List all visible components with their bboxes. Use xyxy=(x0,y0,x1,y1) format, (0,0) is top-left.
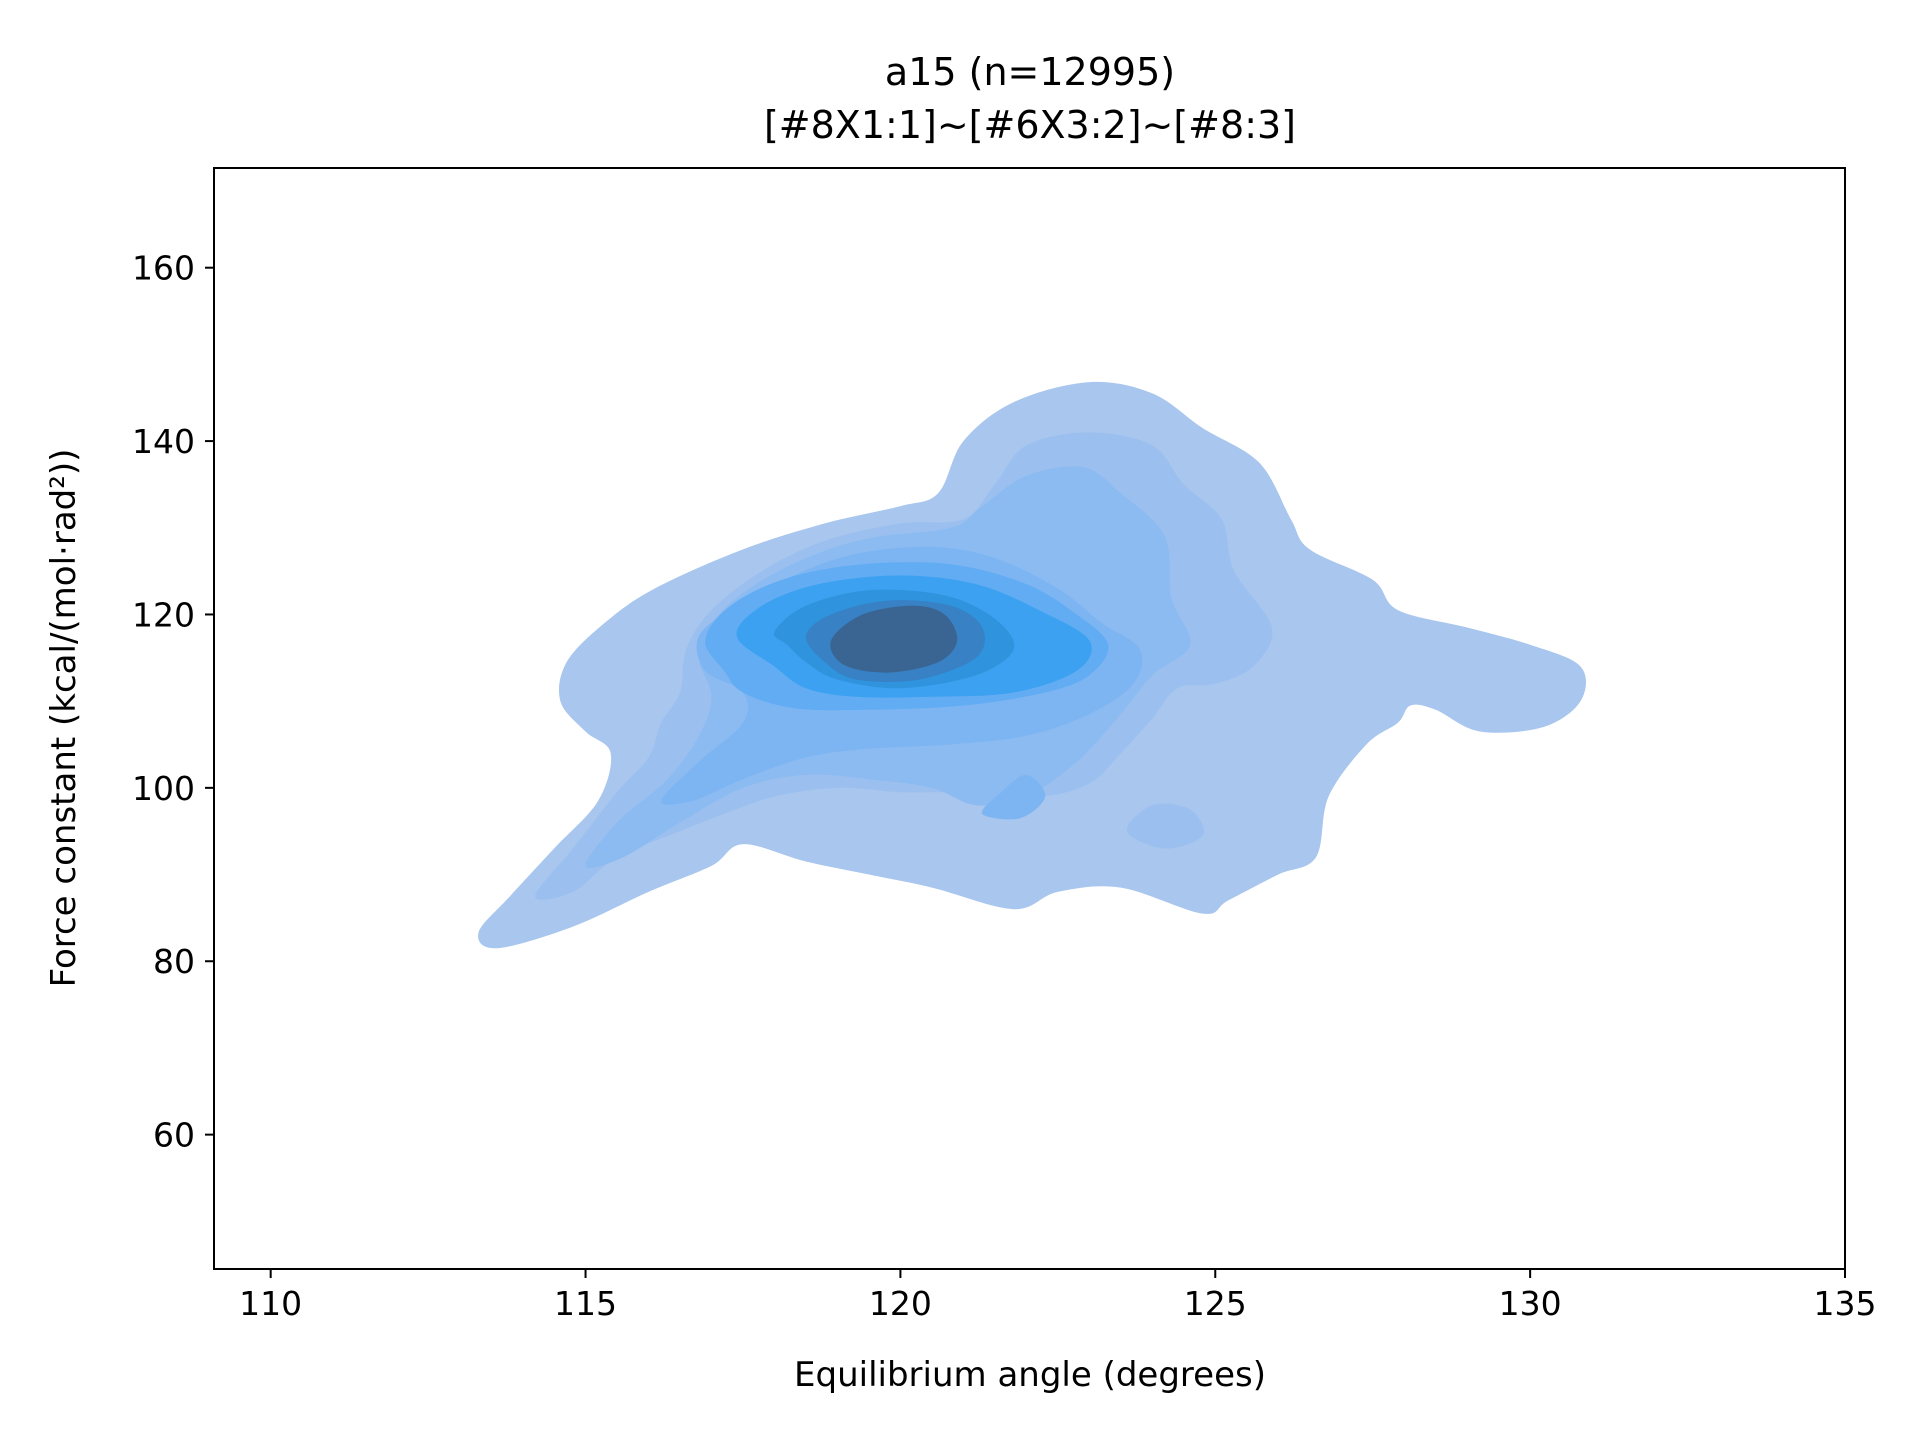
y-tick-label-140: 140 xyxy=(132,422,195,461)
x-axis-label: Equilibrium angle (degrees) xyxy=(794,1355,1266,1395)
density-contours xyxy=(478,381,1587,949)
plot-frame xyxy=(213,167,1846,1270)
x-tick-label-125: 125 xyxy=(1184,1284,1247,1323)
x-tick-label-130: 130 xyxy=(1499,1284,1562,1323)
y-tick-label-80: 80 xyxy=(153,942,195,981)
x-tick-label-115: 115 xyxy=(554,1284,617,1323)
y-tick-label-120: 120 xyxy=(132,595,195,634)
y-axis-ticks: 60 80 100 120 140 160 xyxy=(132,249,214,1155)
plot-area xyxy=(478,381,1587,949)
contour-level-4-region-2 xyxy=(981,774,1046,820)
y-tick-label-100: 100 xyxy=(132,769,195,808)
y-tick-label-60: 60 xyxy=(153,1116,195,1155)
chart-subtitle: [#8X1:1]~[#6X3:2]~[#8:3] xyxy=(764,103,1296,147)
x-tick-label-135: 135 xyxy=(1814,1284,1877,1323)
y-axis-label: Force constant (kcal/(mol·rad²)) xyxy=(44,449,84,988)
chart-title: a15 (n=12995) xyxy=(885,50,1175,94)
contour-level-2-region-2 xyxy=(1126,803,1204,849)
x-tick-label-120: 120 xyxy=(869,1284,932,1323)
x-tick-label-110: 110 xyxy=(239,1284,302,1323)
contour-level-9-region-1 xyxy=(830,605,958,673)
y-tick-label-160: 160 xyxy=(132,249,195,288)
x-axis-ticks: 110 115 120 125 130 135 xyxy=(239,1269,1877,1323)
